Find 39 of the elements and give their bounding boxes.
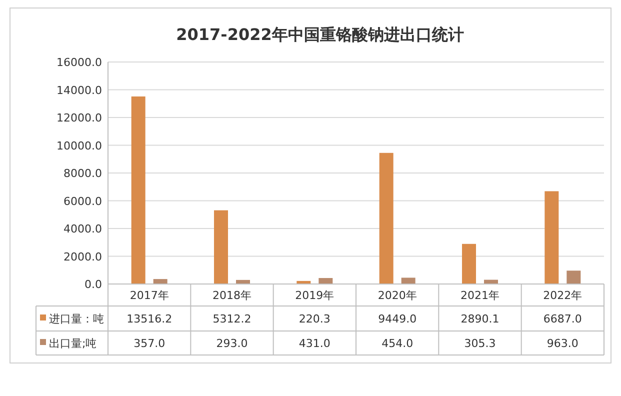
data-label: 13516.2 [126, 312, 172, 326]
data-label: 293.0 [216, 337, 248, 350]
x-tick-label: 2017年 [130, 289, 169, 302]
data-label: 220.3 [298, 312, 330, 326]
y-tick-label: 10000.0 [56, 139, 102, 152]
bar [566, 270, 581, 284]
x-tick-label: 2018年 [212, 289, 252, 302]
bar [379, 152, 394, 284]
chart-title: 2017-2022年中国重铬酸钠进出口统计 [176, 25, 464, 44]
data-label: 6687.0 [543, 312, 582, 326]
bar [214, 210, 228, 284]
y-tick-label: 14000.0 [56, 84, 102, 97]
y-tick-label: 16000.0 [56, 56, 102, 69]
data-label: 357.0 [134, 337, 166, 350]
bar [544, 191, 559, 284]
y-tick-label: 0.0 [84, 278, 102, 291]
x-tick-label: 2021年 [460, 289, 500, 302]
bar [401, 278, 416, 284]
x-tick-label: 2022年 [543, 289, 582, 302]
x-tick-label: 2020年 [378, 289, 417, 302]
data-label: 9449.0 [378, 312, 417, 326]
y-tick-label: 6000.0 [64, 194, 102, 208]
data-label: 5312.2 [212, 312, 252, 326]
bar [462, 244, 476, 284]
legend-label: 进口量：吨 [49, 312, 104, 326]
data-label: 431.0 [298, 337, 330, 350]
bar [318, 278, 333, 284]
y-tick-label: 12000.0 [56, 112, 102, 124]
data-label: 963.0 [546, 337, 578, 350]
y-tick-label: 2000.0 [64, 250, 102, 264]
data-label: 2890.1 [460, 312, 500, 326]
data-label: 305.3 [464, 337, 496, 350]
bar [153, 279, 168, 284]
legend-label: 出口量;吨 [49, 337, 97, 350]
y-tick-label: 8000.0 [64, 167, 102, 180]
data-label: 454.0 [382, 337, 414, 350]
bar [131, 96, 146, 284]
x-tick-label: 2019年 [295, 289, 334, 302]
y-tick-label: 4000.0 [64, 222, 102, 236]
